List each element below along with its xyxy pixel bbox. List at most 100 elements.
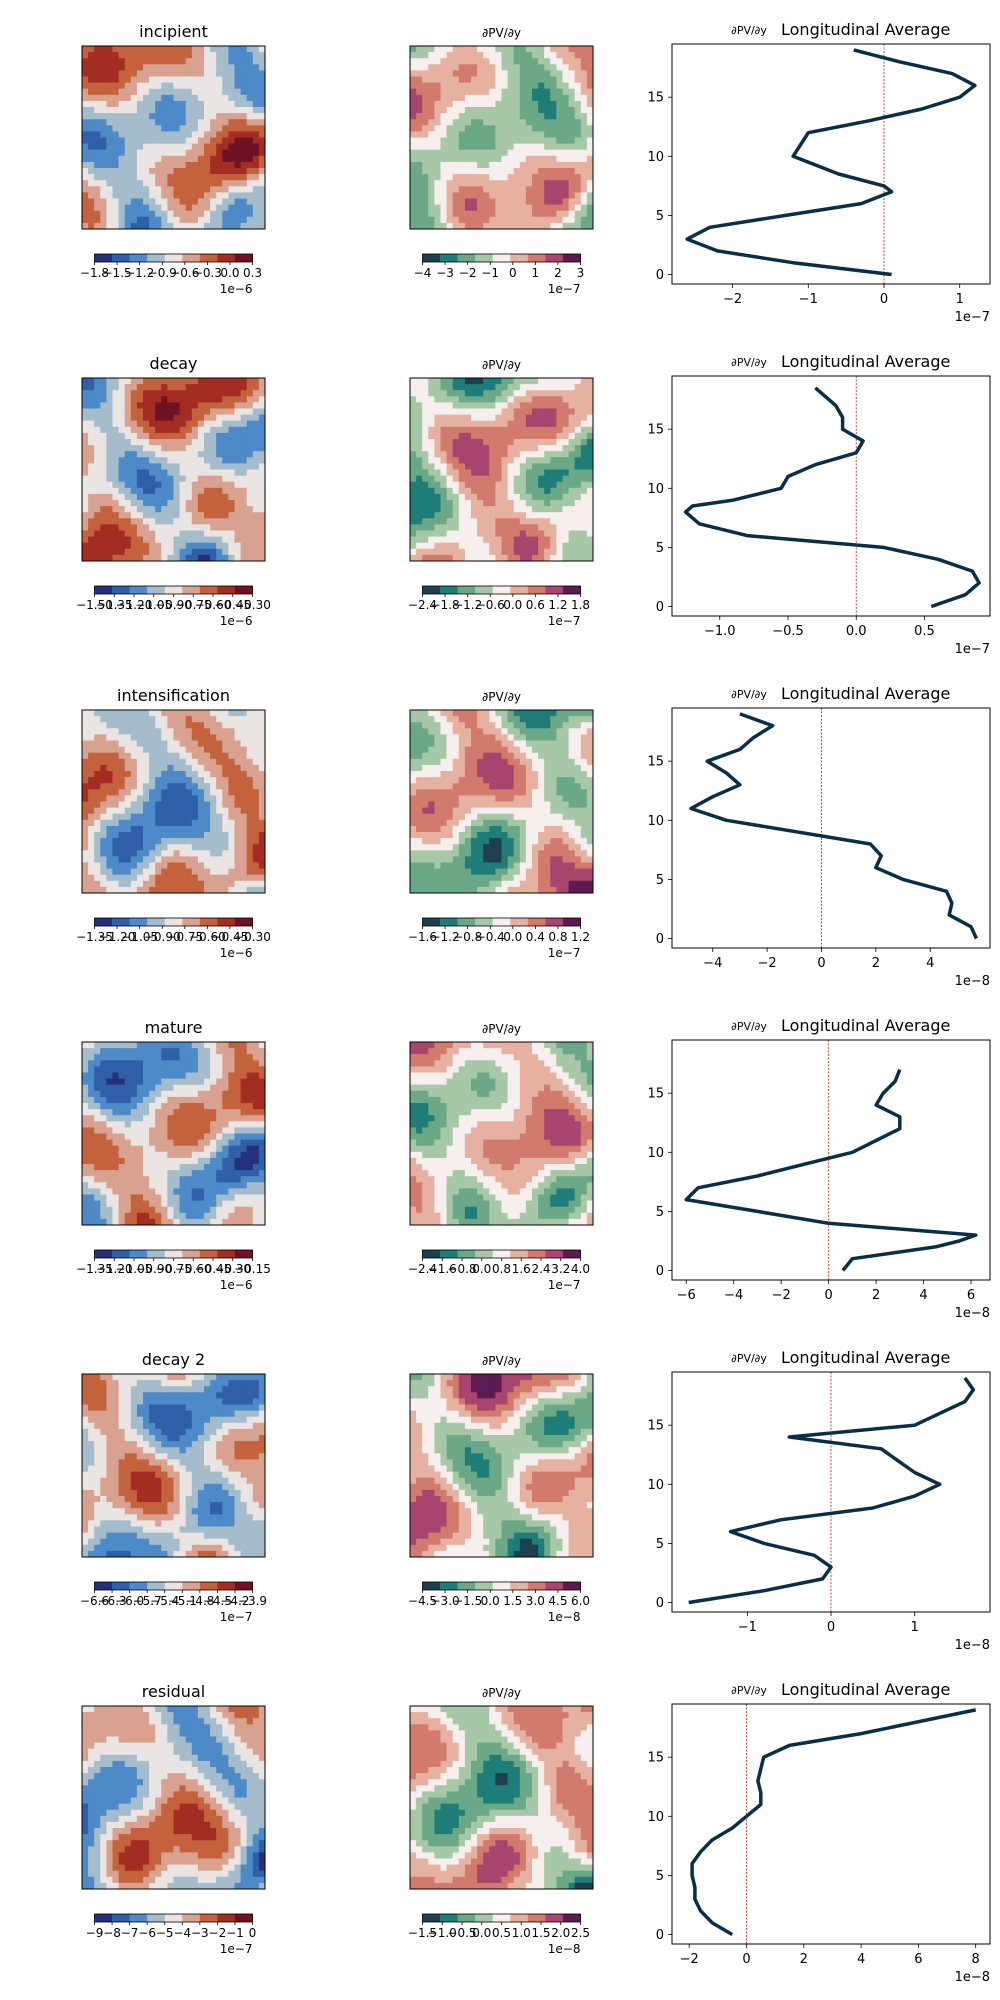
heatmap-cell	[234, 500, 241, 507]
heatmap-cell	[228, 119, 235, 126]
heatmap-cell	[471, 481, 478, 489]
heatmap-cell	[210, 420, 217, 428]
heatmap-panel-4: ∂PV/∂y−2.4−1.8−1.2−0.60.0 0.6 1.2 1.81e−7	[408, 358, 594, 628]
heatmap-cell	[106, 143, 113, 151]
heatmap-cell	[428, 506, 435, 513]
heatmap-cell	[155, 174, 162, 181]
heatmap-cell	[136, 850, 144, 857]
heatmap-cell	[234, 862, 241, 869]
heatmap-cell	[252, 174, 260, 181]
heatmap-cell	[483, 506, 490, 513]
heatmap-cell	[507, 174, 515, 181]
heatmap-cell	[240, 518, 248, 525]
heatmap-cell	[550, 52, 557, 59]
heatmap-cell	[228, 469, 235, 476]
heatmap-cell	[416, 752, 423, 760]
heatmap-cell	[519, 445, 527, 452]
heatmap-cell	[440, 94, 447, 102]
heatmap-cell	[513, 469, 521, 476]
heatmap-cell	[458, 710, 466, 717]
heatmap-cell	[252, 420, 260, 428]
heatmap-cell	[82, 88, 89, 96]
heatmap-cell	[428, 198, 435, 205]
heatmap-cell	[216, 94, 223, 102]
heatmap-cell	[143, 155, 150, 163]
heatmap-cell	[94, 125, 101, 132]
colorbar-segment	[422, 586, 441, 594]
heatmap-cell	[580, 186, 588, 193]
heatmap-cell	[100, 113, 107, 120]
heatmap-cell	[525, 384, 533, 391]
heatmap-cell	[94, 204, 101, 212]
heatmap-cell	[191, 384, 199, 391]
heatmap-cell	[118, 506, 126, 513]
heatmap-cell	[82, 180, 89, 187]
heatmap-cell	[246, 813, 254, 821]
heatmap-cell	[483, 469, 490, 476]
heatmap-cell	[149, 542, 156, 550]
heatmap-cell	[586, 155, 594, 163]
heatmap-cell	[179, 554, 187, 562]
heatmap-cell	[416, 518, 423, 525]
heatmap-cell	[258, 125, 266, 132]
heatmap-cell	[185, 819, 193, 827]
heatmap-cell	[246, 463, 254, 470]
heatmap-cell	[167, 113, 174, 120]
heatmap-cell	[416, 445, 423, 452]
heatmap-cell	[477, 88, 484, 96]
heatmap-cell	[410, 475, 417, 483]
heatmap-cell	[489, 506, 496, 513]
heatmap-cell	[422, 52, 429, 59]
heatmap-cell	[452, 710, 460, 717]
heatmap-cell	[94, 819, 101, 827]
heatmap-cell	[464, 414, 472, 422]
heatmap-cell	[410, 481, 417, 489]
heatmap-cell	[118, 216, 126, 224]
heatmap-cell	[483, 445, 490, 452]
heatmap-cell	[155, 168, 162, 175]
colorbar-segment	[562, 586, 581, 594]
heatmap-cell	[538, 58, 545, 65]
heatmap-cell	[130, 408, 138, 415]
heatmap-cell	[143, 554, 150, 562]
heatmap-cell	[143, 222, 150, 230]
heatmap-cell	[185, 180, 193, 187]
heatmap-cell	[167, 46, 174, 53]
heatmap-cell	[471, 58, 478, 65]
heatmap-cell	[124, 819, 132, 827]
heatmap-cell	[440, 856, 447, 863]
heatmap-cell	[124, 155, 132, 163]
heatmap-cell	[556, 536, 563, 544]
heatmap-cell	[580, 408, 588, 415]
heatmap-cell	[495, 500, 502, 507]
heatmap-cell	[216, 825, 223, 833]
heatmap-cell	[222, 862, 229, 869]
heatmap-cell	[106, 445, 113, 452]
heatmap-cell	[440, 481, 447, 489]
heatmap-cell	[416, 402, 423, 409]
heatmap-cell	[216, 868, 223, 876]
heatmap-cell	[216, 728, 223, 735]
heatmap-cell	[155, 807, 162, 815]
heatmap-cell	[513, 70, 521, 77]
profile-series-line	[683, 386, 981, 609]
heatmap-cell	[82, 192, 89, 199]
heatmap-cell	[197, 886, 205, 894]
heatmap-cell	[556, 64, 563, 71]
heatmap-cell	[495, 119, 502, 126]
heatmap-cell	[94, 414, 101, 422]
heatmap-cell	[143, 119, 150, 126]
heatmap-cell	[94, 107, 101, 114]
heatmap-cell	[167, 542, 174, 550]
heatmap-cell	[501, 390, 508, 397]
heatmap-cell	[532, 137, 539, 144]
heatmap-cell	[185, 155, 193, 163]
heatmap-cell	[428, 500, 435, 507]
heatmap-cell	[440, 408, 447, 415]
heatmap-cell	[143, 414, 150, 422]
heatmap-cell	[240, 457, 248, 464]
heatmap-cell	[112, 886, 119, 894]
heatmap-cell	[130, 530, 138, 537]
heatmap-cell	[88, 131, 95, 138]
heatmap-cell	[574, 174, 582, 181]
